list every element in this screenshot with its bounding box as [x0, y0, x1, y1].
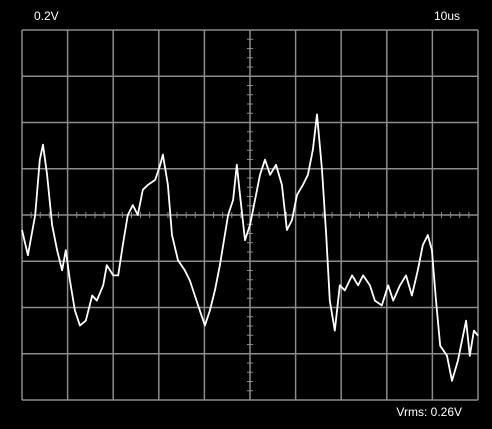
volts-per-div: 0.2V [34, 9, 59, 23]
time-per-div: 10us [434, 9, 460, 23]
vrms-readout: Vrms: 0.26V [396, 405, 462, 419]
trace [21, 113, 479, 382]
